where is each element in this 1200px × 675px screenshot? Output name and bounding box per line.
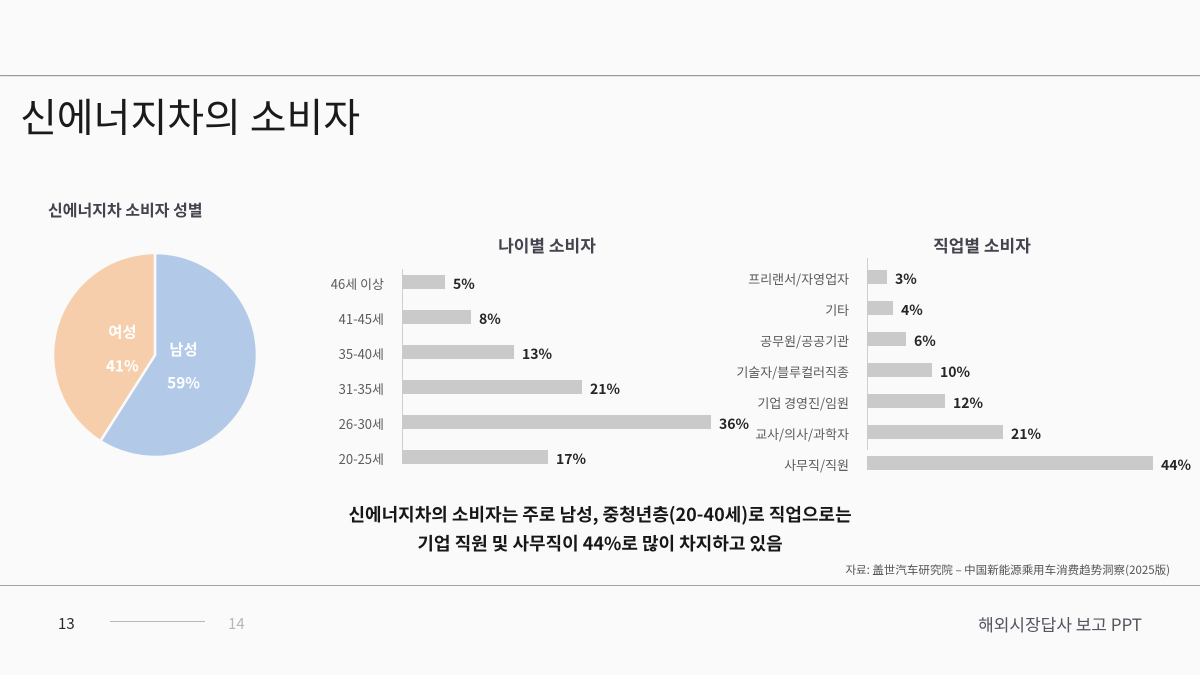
svg-text:59%: 59% [167,372,200,394]
svg-text:남성: 남성 [169,338,197,360]
svg-text:여성: 여성 [108,321,136,343]
svg-text:41%: 41% [106,354,139,376]
